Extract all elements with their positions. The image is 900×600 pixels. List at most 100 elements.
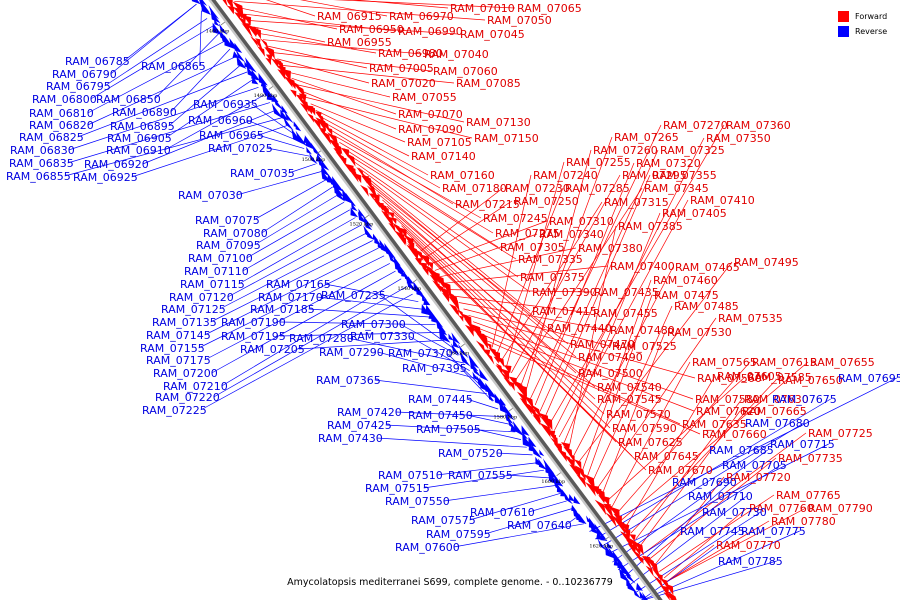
forward-gene-label[interactable]: RAM_07540 [597,381,662,394]
forward-gene-label[interactable]: RAM_07455 [593,307,658,320]
reverse-gene-label[interactable]: RAM_07075 [195,214,260,227]
reverse-gene-label[interactable]: RAM_07235 [321,289,386,302]
forward-gene-label[interactable]: RAM_07020 [371,77,436,90]
forward-gene-label[interactable]: RAM_07320 [636,157,701,170]
forward-gene-label[interactable]: RAM_07310 [549,215,614,228]
reverse-gene-label[interactable]: RAM_06890 [112,106,177,119]
reverse-gene-label[interactable]: RAM_07280 [289,332,354,345]
forward-gene-label[interactable]: RAM_07295 [622,169,687,182]
forward-gene-label[interactable]: RAM_07325 [660,144,725,157]
forward-gene-label[interactable]: RAM_07270 [663,119,728,132]
forward-gene-label[interactable]: RAM_07105 [407,136,472,149]
forward-gene-label[interactable]: RAM_07130 [466,116,531,129]
forward-gene-label[interactable]: RAM_07760 [749,502,814,515]
forward-gene-label[interactable]: RAM_07180 [442,182,507,195]
reverse-gene-label[interactable]: RAM_07715 [770,438,835,451]
forward-gene-label[interactable]: RAM_07410 [690,194,755,207]
reverse-gene-label[interactable]: RAM_07690 [672,476,737,489]
forward-gene-label[interactable]: RAM_07010 [450,2,515,15]
reverse-gene-label[interactable]: RAM_07550 [385,495,450,508]
reverse-gene-label[interactable]: RAM_06830 [10,144,75,157]
forward-gene-label[interactable]: RAM_07340 [539,228,604,241]
reverse-gene-label[interactable]: RAM_06800 [32,93,97,106]
reverse-gene-label[interactable]: RAM_07555 [448,469,513,482]
forward-gene-label[interactable]: RAM_07665 [742,405,807,418]
forward-gene-label[interactable]: RAM_07070 [398,108,463,121]
reverse-gene-label[interactable]: RAM_07420 [337,406,402,419]
forward-gene-label[interactable]: RAM_06980 [378,47,443,60]
reverse-gene-label[interactable]: RAM_07170 [258,291,323,304]
reverse-gene-label[interactable]: RAM_06895 [110,120,175,133]
forward-gene-label[interactable]: RAM_07725 [808,427,873,440]
forward-gene-label[interactable]: RAM_07605 [717,370,782,383]
reverse-gene-label[interactable]: RAM_07505 [416,423,481,436]
forward-gene-label[interactable]: RAM_07535 [718,312,783,325]
reverse-gene-label[interactable]: RAM_06790 [52,68,117,81]
forward-gene-label[interactable]: RAM_07215 [455,198,520,211]
forward-gene-label[interactable]: RAM_07670 [648,464,713,477]
reverse-gene-label[interactable]: RAM_07730 [702,506,767,519]
reverse-gene-label[interactable]: RAM_07695 [838,372,900,385]
reverse-gene-label[interactable]: RAM_07675 [772,393,837,406]
forward-gene-label[interactable]: RAM_07490 [578,351,643,364]
forward-gene-label[interactable]: RAM_07585 [747,371,812,384]
forward-gene-label[interactable]: RAM_06990 [398,25,463,38]
forward-gene-label[interactable]: RAM_07460 [653,274,718,287]
reverse-gene-label[interactable]: RAM_07365 [316,374,381,387]
forward-gene-label[interactable]: RAM_07780 [771,515,836,528]
forward-gene-label[interactable]: RAM_07355 [652,169,717,182]
forward-gene-label[interactable]: RAM_07140 [411,150,476,163]
forward-gene-label[interactable]: RAM_07345 [644,182,709,195]
forward-gene-label[interactable]: RAM_07045 [460,28,525,41]
reverse-gene-label[interactable]: RAM_06920 [84,158,149,171]
reverse-gene-label[interactable]: RAM_07095 [196,239,261,252]
forward-gene-label[interactable]: RAM_07055 [392,91,457,104]
forward-gene-label[interactable]: RAM_06915 [317,10,382,23]
forward-gene-label[interactable]: RAM_07360 [726,119,791,132]
reverse-gene-label[interactable]: RAM_07185 [250,303,315,316]
reverse-gene-label[interactable]: RAM_07145 [146,329,211,342]
reverse-gene-label[interactable]: RAM_07395 [402,362,467,375]
forward-gene-label[interactable]: RAM_07265 [614,131,679,144]
forward-gene-label[interactable]: RAM_07580 [695,393,760,406]
reverse-gene-label[interactable]: RAM_07175 [146,354,211,367]
reverse-gene-label[interactable]: RAM_07035 [230,167,295,180]
reverse-gene-label[interactable]: RAM_07450 [408,409,473,422]
reverse-gene-label[interactable]: RAM_07120 [169,291,234,304]
forward-gene-label[interactable]: RAM_07590 [612,422,677,435]
forward-gene-label[interactable]: RAM_07620 [696,405,761,418]
reverse-gene-label[interactable]: RAM_07520 [438,447,503,460]
forward-gene-label[interactable]: RAM_07380 [578,242,643,255]
forward-gene-label[interactable]: RAM_07315 [604,196,669,209]
reverse-gene-label[interactable]: RAM_07445 [408,393,473,406]
forward-gene-label[interactable]: RAM_07465 [675,261,740,274]
forward-gene-label[interactable]: RAM_07415 [532,305,597,318]
reverse-gene-label[interactable]: RAM_07425 [327,419,392,432]
forward-gene-label[interactable]: RAM_07435 [594,286,659,299]
forward-gene-label[interactable]: RAM_07530 [667,326,732,339]
forward-gene-label[interactable]: RAM_07480 [610,324,675,337]
forward-gene-label[interactable]: RAM_07375 [520,271,585,284]
forward-gene-label[interactable]: RAM_07050 [487,14,552,27]
forward-gene-label[interactable]: RAM_07545 [597,393,662,406]
forward-gene-label[interactable]: RAM_07500 [578,367,643,380]
forward-gene-label[interactable]: RAM_07255 [566,156,631,169]
forward-gene-label[interactable]: RAM_07660 [702,428,767,441]
reverse-gene-label[interactable]: RAM_06810 [29,107,94,120]
reverse-gene-label[interactable]: RAM_06795 [46,80,111,93]
reverse-gene-label[interactable]: RAM_06960 [188,114,253,127]
reverse-gene-label[interactable]: RAM_06910 [106,144,171,157]
reverse-gene-label[interactable]: RAM_07155 [140,342,205,355]
reverse-gene-label[interactable]: RAM_06855 [6,170,71,183]
forward-gene-label[interactable]: RAM_07260 [593,144,658,157]
forward-gene-label[interactable]: RAM_07060 [433,65,498,78]
reverse-gene-label[interactable]: RAM_07190 [221,316,286,329]
reverse-gene-label[interactable]: RAM_06825 [19,131,84,144]
forward-gene-label[interactable]: RAM_07495 [734,256,799,269]
forward-gene-label[interactable]: RAM_07615 [752,356,817,369]
reverse-gene-label[interactable]: RAM_07330 [350,330,415,343]
forward-gene-label[interactable]: RAM_07150 [474,132,539,145]
forward-gene-label[interactable]: RAM_07085 [456,77,521,90]
forward-gene-label[interactable]: RAM_07335 [518,253,583,266]
reverse-gene-label[interactable]: RAM_07775 [741,525,806,538]
